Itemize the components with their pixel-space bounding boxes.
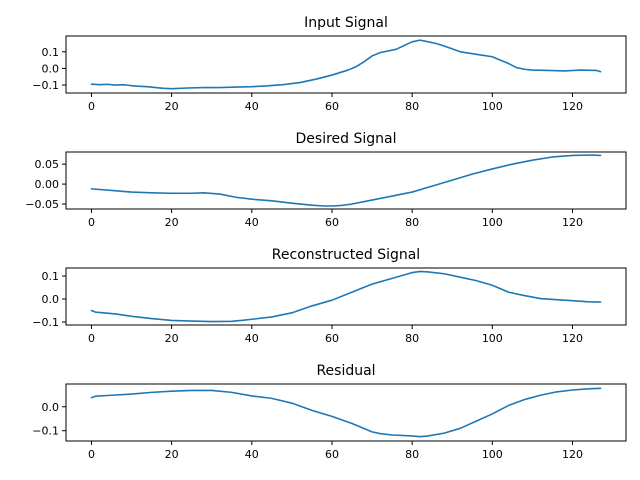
x-tick-label: 100 [482,332,503,345]
y-tick-label: 0.05 [35,158,60,171]
x-tick-label: 40 [245,100,259,113]
subplot-title: Reconstructed Signal [272,247,420,263]
subplot-4: Residual 0 20 40 60 80 100 120 −0.1 0.0 [32,363,627,461]
y-tick-label: 0.0 [42,401,60,414]
x-tick-label: 120 [562,448,583,461]
x-tick-label: 120 [562,100,583,113]
x-tick-label: 60 [325,332,339,345]
axes-frame [65,151,627,210]
x-tick-label: 60 [325,100,339,113]
x-tick-label: 60 [325,216,339,229]
subplot-1: Input Signal 0 20 40 60 80 100 120 −0.1 0.0 0.1 [32,15,627,113]
x-tick-label: 80 [405,100,419,113]
x-tick-label: 0 [88,100,95,113]
subplot-3: Reconstructed Signal 0 20 40 60 80 100 120 −0.1 0… [32,247,627,345]
subplot-title: Desired Signal [296,131,397,147]
axes-frame [65,35,627,94]
x-tick-label: 0 [88,332,95,345]
y-tick-label: 0.0 [42,62,60,75]
y-tick-label: −0.1 [32,316,59,329]
series-line [90,270,602,323]
x-tick-label: 20 [165,332,179,345]
x-tick-label: 60 [325,448,339,461]
series-line [90,387,602,438]
x-tick-label: 0 [88,448,95,461]
x-tick-label: 100 [482,448,503,461]
x-tick-label: 20 [165,100,179,113]
x-tick-label: 80 [405,332,419,345]
subplot-title: Residual [316,363,375,379]
y-tick-label: 0.1 [42,46,60,59]
x-tick-label: 20 [165,448,179,461]
x-tick-label: 40 [245,448,259,461]
y-tick-label: −0.1 [32,425,59,438]
axes-frame [65,267,627,326]
x-tick-label: 120 [562,332,583,345]
series-line [90,154,602,207]
x-tick-label: 40 [245,332,259,345]
x-tick-label: 40 [245,216,259,229]
x-tick-label: 100 [482,216,503,229]
x-tick-label: 100 [482,100,503,113]
x-tick-label: 80 [405,216,419,229]
y-tick-label: −0.05 [25,198,59,211]
subplot-2: Desired Signal 0 20 40 60 80 100 120 −0.05 0.00 0.… [25,131,627,229]
y-tick-label: −0.1 [32,79,59,92]
x-tick-label: 80 [405,448,419,461]
x-tick-label: 120 [562,216,583,229]
series-line [90,39,602,90]
y-tick-label: 0.0 [42,293,60,306]
y-tick-label: 0.00 [35,178,60,191]
y-tick-label: 0.1 [42,270,60,283]
x-tick-label: 20 [165,216,179,229]
x-tick-label: 0 [88,216,95,229]
axes-frame [65,383,627,442]
subplot-title: Input Signal [304,15,388,31]
